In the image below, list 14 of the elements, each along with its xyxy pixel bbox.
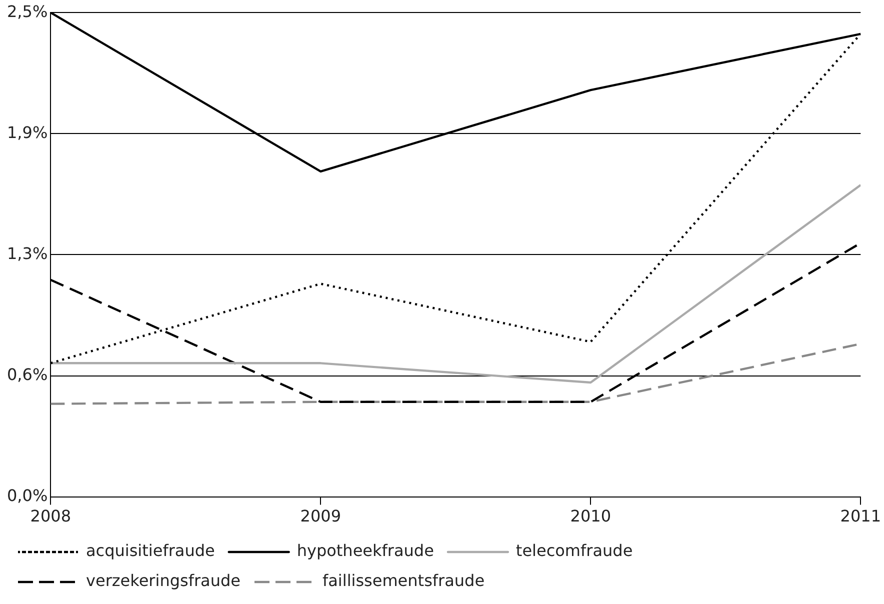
x-tick-label: 2009: [300, 506, 342, 526]
y-tick-label: 0,6%: [6, 364, 48, 384]
y-tick-label: 1,3%: [6, 244, 48, 263]
x-tick-label: 2011: [840, 506, 881, 526]
y-tick-label: 2,5%: [6, 2, 48, 21]
legend-label: faillissementsfraude: [322, 571, 485, 590]
x-tick-label: 2008: [30, 506, 72, 526]
x-tick-label: 2010: [570, 506, 612, 526]
legend-label: hypotheekfraude: [296, 541, 434, 560]
legend-label: verzekeringsfraude: [86, 571, 240, 590]
y-tick-label: 0,0%: [6, 486, 48, 505]
legend-label: acquisitiefraude: [86, 541, 215, 560]
legend-label: telecomfraude: [516, 541, 633, 560]
y-tick-label: 1,9%: [6, 122, 48, 142]
